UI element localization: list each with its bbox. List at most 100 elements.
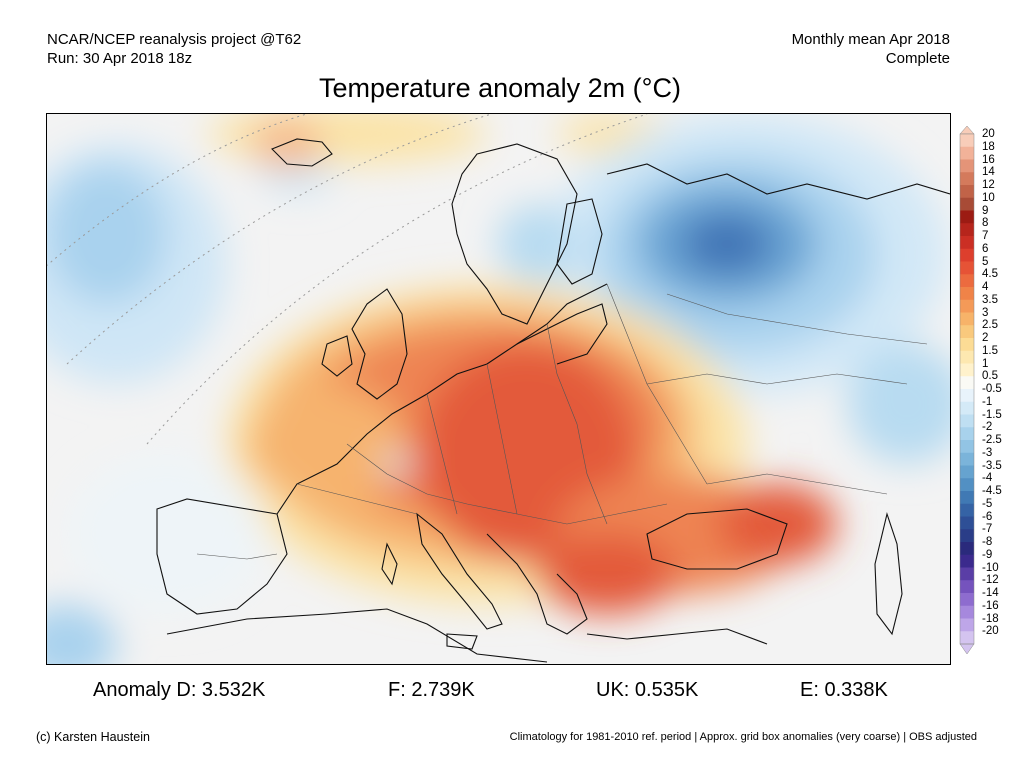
borders — [196, 283, 928, 560]
colorbar-swatch — [960, 185, 974, 199]
colorbar-label: 16 — [982, 153, 995, 166]
colorbar-label: 2.5 — [982, 319, 998, 332]
colorbar-label: -1 — [982, 395, 993, 408]
stat-e: E: 0.338K — [800, 679, 888, 701]
colorbar-swatch — [960, 146, 974, 160]
colorbar-label: -10 — [982, 561, 999, 574]
colorbar-label: 5 — [982, 255, 989, 268]
colorbar-label: 2 — [982, 332, 989, 344]
status-label: Complete — [885, 50, 950, 67]
colorbar-label: -7 — [982, 523, 993, 536]
colorbar-swatch — [960, 631, 974, 645]
colorbar-label: 6 — [982, 242, 989, 255]
colorbar-label: 7 — [982, 230, 989, 242]
colorbar-swatch — [960, 389, 974, 403]
colorbar-swatch — [960, 236, 974, 250]
colorbar-swatch — [960, 299, 974, 313]
colorbar-swatch — [960, 427, 974, 441]
map-canvas — [47, 114, 950, 664]
colorbar-swatch — [960, 287, 974, 301]
colorbar-label: 10 — [982, 191, 995, 204]
colorbar-label: 1 — [982, 357, 989, 370]
colorbar-label: -1.5 — [982, 408, 1002, 421]
colorbar-label: 9 — [982, 204, 989, 217]
colorbar-label: -5 — [982, 497, 993, 510]
colorbar-swatch — [960, 338, 974, 352]
colorbar-swatch — [960, 554, 974, 568]
colorbar-label: -9 — [982, 548, 993, 561]
colorbar-swatch — [960, 414, 974, 428]
colorbar-swatch — [960, 325, 974, 339]
colorbar-swatch — [960, 350, 974, 364]
colorbar-label: -3.5 — [982, 459, 1002, 472]
colorbar-swatch — [960, 440, 974, 454]
stats-row: Anomaly D: 3.532K F: 2.739K UK: 0.535K E… — [0, 679, 1024, 705]
graticule — [47, 114, 648, 445]
colorbar-swatch — [960, 248, 974, 262]
colorbar-label: 4.5 — [982, 268, 998, 281]
model-label: NCAR/NCEP reanalysis project @T62 — [47, 31, 302, 48]
colorbar-swatch — [960, 465, 974, 479]
copyright: (c) Karsten Haustein — [36, 730, 150, 744]
colorbar-swatch — [960, 363, 974, 377]
colorbar-swatch — [960, 197, 974, 211]
colorbar-frame — [959, 133, 975, 645]
colorbar-swatch — [960, 478, 974, 492]
colorbar-swatch — [960, 159, 974, 173]
colorbar-label: 14 — [982, 166, 995, 179]
colorbar-swatch — [960, 516, 974, 530]
colorbar-swatch — [960, 580, 974, 594]
colorbar-label: 3 — [982, 306, 989, 319]
colorbar-label: 3.5 — [982, 293, 998, 306]
colorbar-swatch — [960, 261, 974, 275]
colorbar-swatch — [960, 134, 974, 148]
colorbar-label: -0.5 — [982, 383, 1002, 395]
colorbar-swatch — [960, 491, 974, 505]
colorbar-swatch — [960, 529, 974, 543]
colorbar-swatch — [960, 274, 974, 288]
coastlines — [156, 138, 950, 663]
anomaly-map — [46, 113, 951, 665]
colorbar-label: 1.5 — [982, 344, 998, 357]
colorbar-label: -20 — [982, 625, 999, 638]
colorbar-label: -8 — [982, 536, 993, 548]
stat-anomaly-d: Anomaly D: 3.532K — [93, 679, 266, 701]
colorbar-label: -3 — [982, 446, 993, 459]
colorbar-label: 20 — [982, 128, 995, 140]
colorbar-label: -16 — [982, 599, 999, 612]
colorbar-swatch — [960, 593, 974, 607]
colorbar-swatch — [960, 376, 974, 390]
header-right: Monthly mean Apr 2018 Complete — [792, 30, 950, 68]
stat-uk: UK: 0.535K — [596, 679, 699, 701]
colorbar-label: -4.5 — [982, 485, 1002, 497]
colorbar-label: -14 — [982, 587, 999, 599]
colorbar-swatch — [960, 312, 974, 326]
colorbar-swatch — [960, 210, 974, 224]
colorbar-bottom-arrow — [959, 643, 975, 655]
colorbar-label: 0.5 — [982, 370, 998, 383]
colorbar-swatch — [960, 542, 974, 556]
colorbar — [956, 125, 980, 661]
colorbar-label: -4 — [982, 472, 993, 485]
colorbar-swatch — [960, 618, 974, 632]
colorbar-label: -12 — [982, 574, 999, 587]
colorbar-label: 4 — [982, 281, 989, 293]
run-label: Run: 30 Apr 2018 18z — [47, 50, 193, 67]
colorbar-label: 8 — [982, 217, 989, 230]
colorbar-swatch — [960, 223, 974, 237]
colorbar-label: -6 — [982, 510, 993, 523]
colorbar-label: 18 — [982, 140, 995, 153]
header-left: NCAR/NCEP reanalysis project @T62 Run: 3… — [47, 30, 301, 68]
colorbar-top-arrow — [959, 125, 975, 135]
colorbar-svg — [959, 125, 975, 655]
colorbar-label: -18 — [982, 612, 999, 625]
footer-note: Climatology for 1981-2010 ref. period | … — [509, 731, 977, 743]
colorbar-swatch — [960, 452, 974, 466]
map-title: Temperature anomaly 2m (°C) — [319, 73, 681, 103]
colorbar-label: -2.5 — [982, 434, 1002, 446]
colorbar-swatch — [960, 172, 974, 186]
colorbar-label: -2 — [982, 421, 993, 434]
stat-f: F: 2.739K — [388, 679, 475, 701]
colorbar-swatch — [960, 401, 974, 415]
colorbar-swatch — [960, 605, 974, 619]
